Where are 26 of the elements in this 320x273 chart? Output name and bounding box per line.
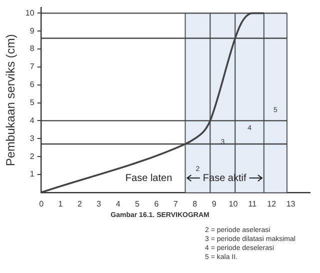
x-tick-label: 12 bbox=[267, 199, 277, 208]
y-tick-label: 10 bbox=[25, 8, 35, 18]
x-tick-label: 0 bbox=[39, 199, 44, 208]
y-tick-label: 1 bbox=[30, 170, 35, 179]
x-tick-label: 11 bbox=[248, 199, 258, 208]
y-tick-label: 3 bbox=[30, 134, 35, 143]
y-tick-label: 6 bbox=[30, 80, 35, 90]
y-tick-label: 8 bbox=[30, 44, 35, 54]
x-tick-label: 7 bbox=[173, 199, 178, 208]
x-tick-label: 3 bbox=[96, 199, 102, 208]
x-tick-label: 10 bbox=[228, 199, 238, 208]
x-tick-label: 13 bbox=[286, 199, 296, 208]
x-tick-label: 8 bbox=[192, 199, 198, 208]
y-tick-label: 2 bbox=[30, 152, 35, 161]
x-tick-label: 9 bbox=[212, 199, 217, 208]
y-tick-label: 9 bbox=[30, 26, 35, 36]
y-tick-label: 4 bbox=[30, 116, 35, 125]
x-tick-label: 6 bbox=[154, 199, 160, 208]
annotation: Fase laten bbox=[125, 172, 172, 184]
y-tick-label: 5 bbox=[30, 98, 35, 107]
x-tick-label: 4 bbox=[116, 199, 121, 208]
x-tick-label: 5 bbox=[135, 199, 140, 208]
x-tick-label: 1 bbox=[58, 199, 64, 208]
y-tick-label: 7 bbox=[30, 62, 35, 72]
x-tick-label: 2 bbox=[77, 199, 82, 208]
y-axis-title: Pembukaan serviks (cm) bbox=[4, 34, 18, 166]
